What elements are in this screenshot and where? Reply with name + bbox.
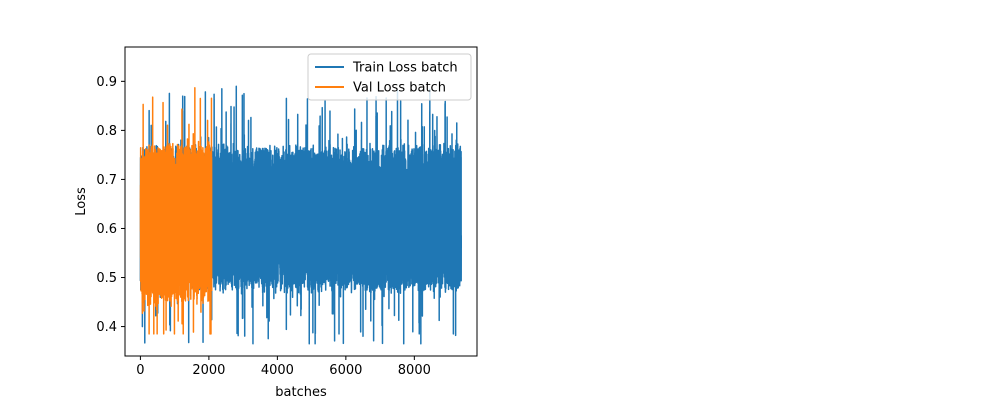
- legend-label-train: Train Loss batch: [352, 61, 458, 76]
- series-line-val: [139, 86, 213, 335]
- y-axis-title: Loss: [74, 187, 89, 216]
- x-tick-label: 4000: [261, 363, 294, 378]
- x-tick-label: 6000: [329, 363, 362, 378]
- x-axis: 0 2000 4000 6000 8000: [136, 356, 431, 378]
- legend-label-val: Val Loss batch: [353, 81, 446, 96]
- x-tick-label: 8000: [398, 363, 431, 378]
- y-tick-label: 0.4: [96, 320, 117, 335]
- y-tick-label: 0.8: [96, 124, 117, 139]
- plot-frame: [124, 46, 478, 357]
- x-axis-title: batches: [275, 385, 327, 400]
- x-tick-label: 0: [136, 363, 144, 378]
- y-tick-label: 0.5: [96, 271, 117, 286]
- y-tick-label: 0.7: [96, 173, 117, 188]
- legend-box: [307, 53, 472, 101]
- y-tick-label: 0.6: [96, 222, 117, 237]
- y-axis: 0.4 0.5 0.6 0.7 0.8 0.9: [96, 75, 125, 335]
- y-tick-label: 0.9: [96, 75, 117, 90]
- legend: Train Loss batch Val Loss batch: [307, 53, 472, 101]
- series-layer: [139, 85, 462, 345]
- x-tick-label: 2000: [192, 363, 225, 378]
